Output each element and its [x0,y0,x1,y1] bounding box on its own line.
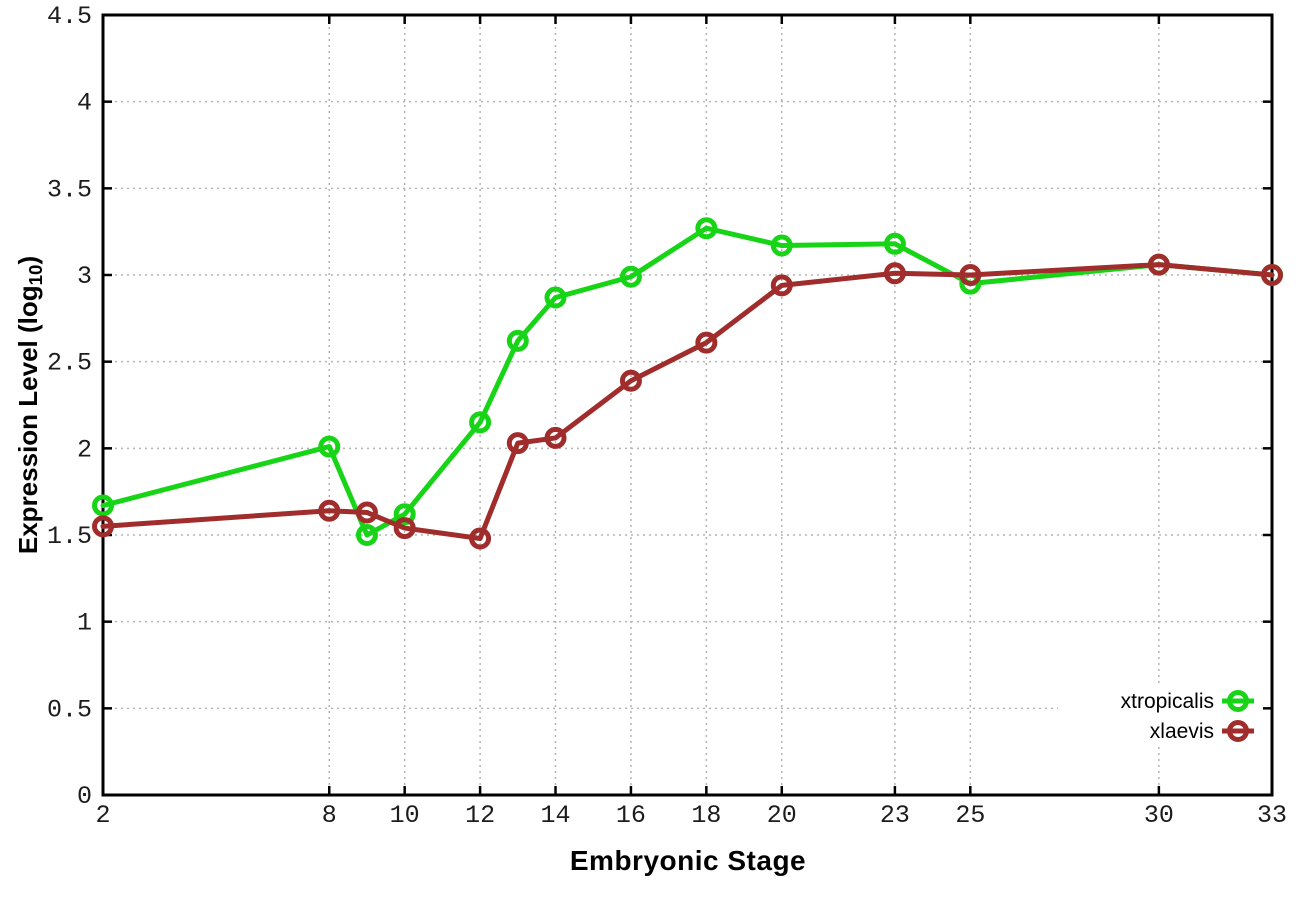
x-tick-label: 30 [1144,801,1174,830]
y-tick-label: 2 [77,435,92,464]
data-point-xtropicalis [92,494,114,517]
data-point-xtropicalis [883,232,906,255]
data-point-xtropicalis [506,329,529,352]
y-tick-label: 4 [77,89,92,118]
x-tick-label: 20 [767,801,797,830]
data-point-xlaevis [506,432,529,455]
x-tick-label: 12 [465,801,495,830]
data-point-xtropicalis [469,411,492,434]
data-point-xtropicalis [318,435,341,458]
data-point-xtropicalis [355,524,378,546]
data-point-xlaevis [355,501,378,524]
y-tick-label: 1.5 [47,522,92,551]
x-tick-label: 14 [541,801,571,830]
x-axis-label: Embryonic Stage [569,845,807,876]
series-line-xtropicalis [100,225,1275,538]
y-tick-label: 0 [77,782,92,811]
x-tick-label: 33 [1257,801,1287,830]
data-point-xlaevis [393,517,416,540]
data-point-xtropicalis [695,217,718,240]
legend-label-xlaevis: xlaevis [1150,720,1214,743]
x-tick-label: 16 [616,801,646,830]
data-point-xlaevis [92,515,114,538]
y-tick-label: 3 [77,262,92,291]
data-point-xlaevis [544,426,567,449]
data-point-xlaevis [695,331,718,354]
x-tick-label: 10 [390,801,420,830]
data-point-xtropicalis [770,234,793,257]
data-point-xlaevis [619,369,642,392]
data-point-xlaevis [1261,264,1283,286]
y-tick-label: 3.5 [47,175,92,204]
y-axis-label: Expression Level (log10) [13,256,47,554]
x-tick-label: 23 [880,801,910,830]
data-point-xtropicalis [619,265,642,288]
x-tick-label: 2 [95,801,110,830]
y-tick-label: 4.5 [47,2,92,31]
data-point-xlaevis [469,527,492,550]
y-axis-label-suffix: ) [13,255,44,265]
data-point-xlaevis [959,264,982,286]
legend-label-xtropicalis: xtropicalis [1121,690,1214,713]
x-tick-label: 8 [322,801,337,830]
data-point-xlaevis [1147,253,1170,276]
data-point-xlaevis [770,274,793,297]
plot-frame [101,13,1274,797]
legend-marker-xtropicalis [1227,690,1249,712]
series-line-xlaevis [100,262,1275,541]
y-tick-label: 1 [77,609,92,638]
data-point-xtropicalis [544,286,567,309]
legend-marker-xlaevis [1227,720,1249,742]
y-axis-label-subscript: 10 [24,264,46,286]
y-tick-label: 0.5 [47,695,92,724]
x-tick-label: 18 [691,801,721,830]
data-point-xlaevis [318,499,341,522]
y-tick-label: 2.5 [47,349,92,378]
y-axis-label-text: Expression Level (log [13,285,44,555]
data-point-xtropicalis [393,503,416,526]
x-tick-label: 25 [955,801,985,830]
data-point-xlaevis [883,262,906,285]
